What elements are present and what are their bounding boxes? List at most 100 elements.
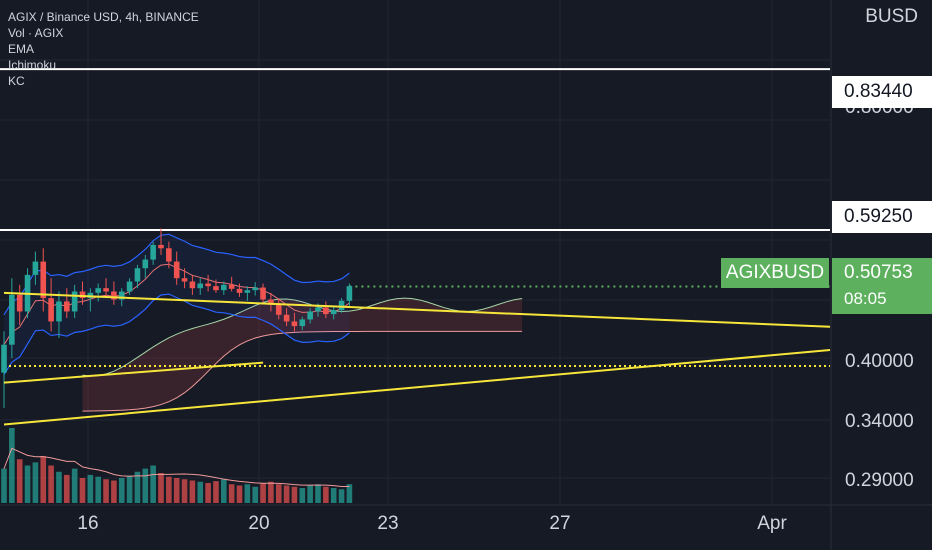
volume-bar xyxy=(1,468,7,503)
indicator-kc[interactable]: KC xyxy=(8,74,25,88)
candle-body xyxy=(330,310,337,315)
ichimoku-span-b xyxy=(82,330,523,412)
candle-body xyxy=(142,259,149,269)
candle-body xyxy=(16,294,23,312)
price-tick-label: 0.29000 xyxy=(845,470,914,491)
volume-bar xyxy=(307,485,313,503)
candle-body xyxy=(40,261,47,299)
candle-body xyxy=(150,244,156,260)
volume-bar xyxy=(56,471,62,503)
volume-bar xyxy=(71,468,78,503)
candle-body xyxy=(268,299,274,305)
candle-body xyxy=(244,290,251,293)
candle-body xyxy=(315,307,321,312)
candle-body xyxy=(323,307,329,315)
volume-bar xyxy=(205,483,211,503)
volume-bar xyxy=(24,465,31,503)
volume-bar xyxy=(236,485,243,503)
volume-bar xyxy=(315,484,321,503)
symbol-title[interactable]: AGIX / Binance USD, 4h, BINANCE xyxy=(8,10,199,24)
volume-bar xyxy=(87,474,94,503)
bar-countdown: 08:05 xyxy=(832,288,932,314)
candle-body xyxy=(32,261,39,275)
indicator-ichimoku[interactable]: Ichimoku xyxy=(8,58,57,72)
volume-bar xyxy=(299,488,306,503)
candle-body xyxy=(299,319,306,327)
volume-bar xyxy=(16,459,23,503)
volume-bar xyxy=(142,468,149,503)
candle-body xyxy=(158,244,164,249)
volume-bar xyxy=(173,478,180,503)
volume-bar xyxy=(197,481,204,503)
kc-lower xyxy=(3,293,350,375)
candle-body xyxy=(118,291,125,300)
chart-legend: AGIX / Binance USD, 4h, BINANCE Vol · AG… xyxy=(8,9,199,89)
volume-bar xyxy=(103,479,109,503)
candle-body xyxy=(181,278,188,282)
candle-body xyxy=(197,283,204,289)
level-label-lower: 0.59250 xyxy=(832,201,932,233)
candle-body xyxy=(213,286,219,291)
volume-bar xyxy=(166,476,172,503)
time-tick-label: 27 xyxy=(549,513,571,534)
time-tick-label: 23 xyxy=(377,513,399,534)
trendline xyxy=(3,349,831,426)
volume-bar xyxy=(48,465,54,503)
candle-body xyxy=(64,301,70,312)
volume-bar xyxy=(111,480,117,503)
volume-bar xyxy=(95,476,101,503)
time-tick-label: Apr xyxy=(757,513,787,534)
trendline xyxy=(3,361,264,384)
volume-bar xyxy=(150,465,156,503)
price-tick-label: 0.34000 xyxy=(845,411,914,432)
last-price-label: 0.50753 xyxy=(832,258,932,288)
candle-body xyxy=(79,291,86,299)
candle-body xyxy=(126,281,133,292)
symbol-price-tag: AGIXBUSD xyxy=(721,258,829,288)
indicator-ema[interactable]: EMA xyxy=(8,42,35,56)
candle-body xyxy=(228,284,235,289)
time-tick-label: 20 xyxy=(248,513,270,534)
trendline xyxy=(3,291,831,328)
candle-body xyxy=(111,291,117,300)
candle-body xyxy=(173,261,180,279)
candle-body xyxy=(95,288,101,293)
volume-bar xyxy=(275,484,282,503)
volume-bar xyxy=(260,483,266,503)
candle-body xyxy=(56,301,62,322)
candle-body xyxy=(236,288,243,293)
candle-body xyxy=(189,281,196,289)
volume-bar xyxy=(32,462,39,503)
candle-body xyxy=(1,344,7,373)
volume-bar xyxy=(346,484,353,503)
volume-bar xyxy=(330,488,337,503)
volume-bar xyxy=(221,479,227,503)
volume-bar xyxy=(40,456,47,503)
candle-body xyxy=(260,287,266,300)
candle-body xyxy=(252,287,258,291)
volume-bar xyxy=(79,478,86,503)
candle-body xyxy=(291,321,298,327)
kc-upper xyxy=(3,233,350,316)
currency-label[interactable]: BUSD xyxy=(865,6,918,27)
kc-fill xyxy=(4,234,350,375)
candle-body xyxy=(275,304,282,315)
candle-body xyxy=(221,284,227,291)
volume-bar xyxy=(338,489,345,503)
time-tick-label: 16 xyxy=(77,513,99,534)
volume-bar xyxy=(213,481,219,503)
ichimoku-span-a xyxy=(82,297,523,377)
volume-ma xyxy=(3,447,350,487)
volume-bar xyxy=(126,475,133,503)
volume-bar xyxy=(134,471,141,503)
level-label-upper: 0.83440 xyxy=(832,76,932,108)
volume-bar xyxy=(323,486,329,503)
volume-bar xyxy=(283,485,290,503)
candle-body xyxy=(103,288,109,292)
indicator-volume[interactable]: Vol · AGIX xyxy=(8,26,64,40)
volume-bar xyxy=(189,480,196,503)
price-tick-label: 0.40000 xyxy=(845,351,914,372)
volume-bar xyxy=(228,484,235,503)
volume-bar xyxy=(291,486,298,503)
volume-bar xyxy=(64,474,70,503)
